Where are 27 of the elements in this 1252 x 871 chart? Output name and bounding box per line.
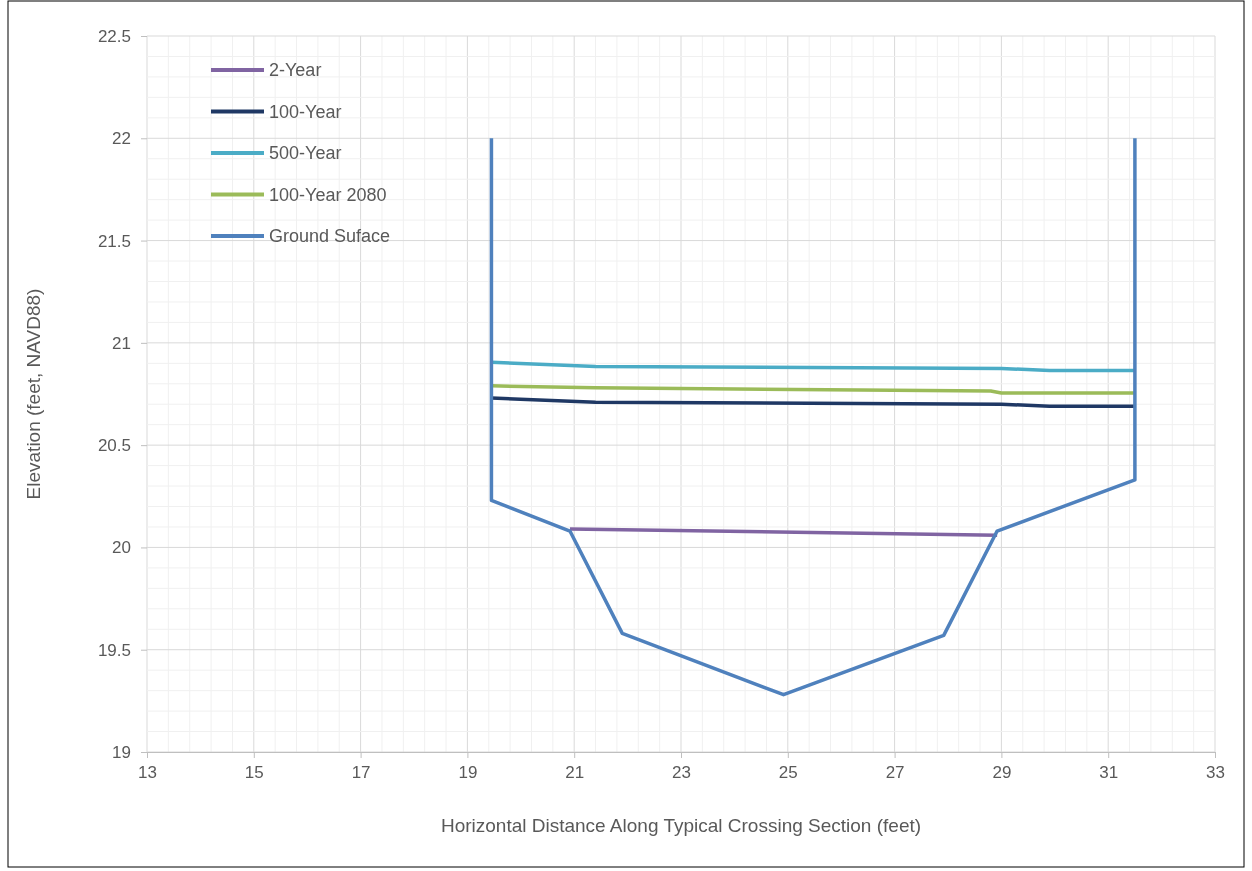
x-tick-label: 29: [992, 763, 1012, 783]
y-tick-label: 19: [112, 742, 131, 762]
y-tick-label: 22: [112, 129, 131, 149]
y-tick-label: 20: [112, 538, 131, 558]
x-tick-label: 21: [565, 763, 585, 783]
legend-label: Ground Suface: [269, 226, 391, 246]
y-tick-label: 22.5: [97, 26, 131, 46]
x-tick-label: 25: [778, 763, 798, 783]
legend-label: 100-Year 2080: [269, 184, 387, 205]
y-tick-label: 21: [112, 333, 131, 353]
y-axis-title: Elevation (feet, NAVD88): [23, 288, 44, 500]
x-tick-label: 13: [138, 763, 157, 783]
x-tick-label: 31: [1099, 763, 1119, 783]
x-tick-label: 15: [244, 763, 264, 783]
x-tick-label: 23: [672, 763, 691, 783]
line-series: [489, 136, 1137, 697]
x-axis-title: Horizontal Distance Along Typical Crossing Section (feet): [440, 815, 922, 836]
y-tick-label: 19.5: [97, 640, 131, 660]
x-tick-label: 27: [885, 763, 905, 783]
legend-label: 500-Year: [269, 143, 342, 163]
legend-label: 2-Year: [269, 60, 322, 80]
y-tick-label: 21.5: [97, 231, 131, 251]
legend-label: 100-Year: [269, 101, 342, 122]
x-tick-label: 17: [351, 763, 371, 783]
x-tick-label: 33: [1206, 763, 1225, 783]
y-tick-label: 20.5: [97, 436, 131, 456]
x-tick-label: 19: [458, 763, 478, 783]
